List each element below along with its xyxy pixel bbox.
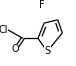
Text: O: O: [11, 44, 19, 55]
Text: Cl: Cl: [0, 25, 8, 35]
Text: S: S: [44, 46, 50, 56]
Text: F: F: [39, 0, 45, 10]
